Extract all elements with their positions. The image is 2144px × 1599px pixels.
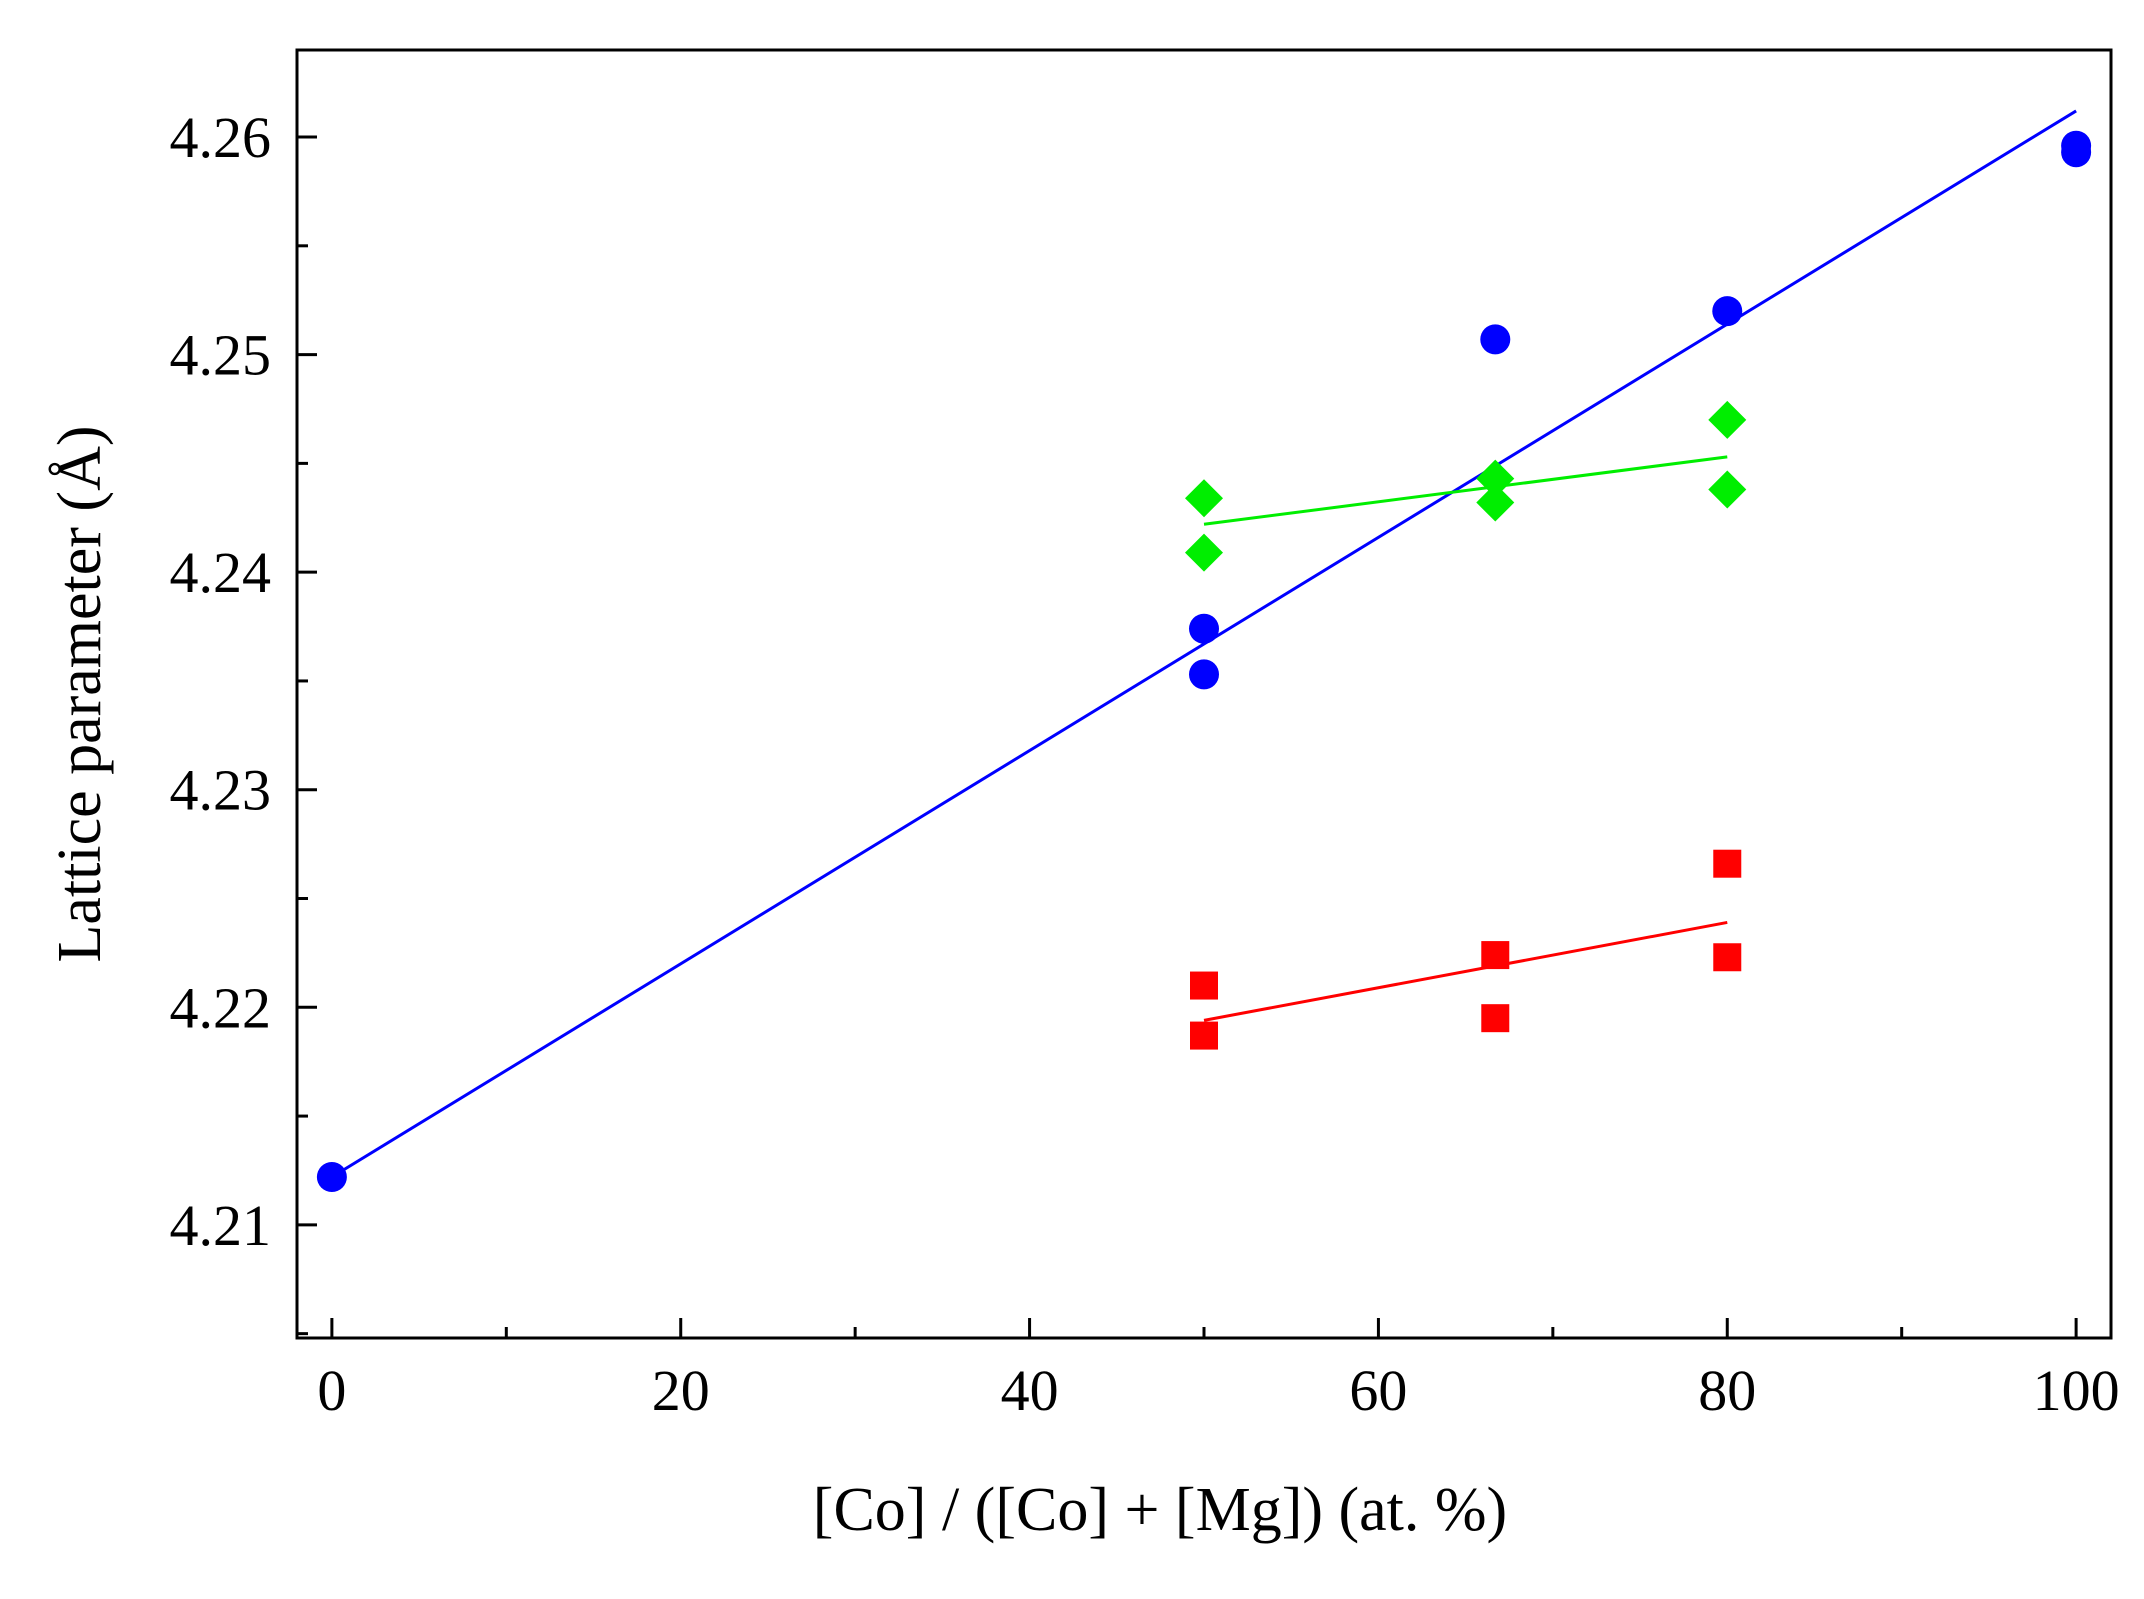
x-tick-label: 100	[2033, 1358, 2120, 1423]
red-squares-fit-line	[1203, 920, 1728, 1022]
y-tick-label: 4.25	[170, 323, 272, 388]
red-squares-point	[1190, 971, 1218, 1000]
green-diamonds-point	[1708, 400, 1747, 439]
y-axis-title: Lattice parameter (Å)	[46, 426, 114, 963]
green-diamonds-point	[1185, 533, 1223, 572]
blue-circles-point	[2061, 130, 2092, 161]
green-diamonds-point	[1708, 470, 1747, 509]
x-tick-label: 80	[1698, 1358, 1756, 1423]
y-tick-label: 4.21	[170, 1193, 272, 1258]
fit-lines	[331, 109, 2077, 1179]
y-tick-label: 4.24	[170, 540, 272, 605]
red-squares-point	[1481, 941, 1510, 970]
x-tick-label: 40	[1001, 1358, 1059, 1423]
red-squares-point	[1190, 1021, 1218, 1050]
blue-circles-point	[316, 1162, 347, 1192]
axis-ticks	[297, 135, 2078, 1338]
green-diamonds-fit-line	[1203, 455, 1728, 526]
blue-circles-point	[1480, 324, 1511, 355]
blue-circles-point	[1189, 659, 1219, 690]
red-squares-point	[1713, 849, 1742, 878]
red-squares-point	[1481, 1004, 1510, 1033]
x-tick-label: 0	[317, 1358, 346, 1423]
tick-labels: 0 20 40 60 80 100 4.21 4.22 4.23 4.24 4.25 4.26	[170, 105, 2120, 1423]
blue-circles-point	[1189, 613, 1219, 644]
x-axis-title: [Co] / ([Co] + [Mg]) (at. %)	[813, 1476, 1507, 1544]
x-tick-label: 20	[652, 1358, 710, 1423]
y-tick-label: 4.23	[170, 758, 272, 823]
y-tick-label: 4.26	[170, 105, 272, 170]
green-diamonds-point	[1476, 483, 1515, 522]
green-diamonds-point	[1476, 459, 1515, 498]
blue-circles-fit-line	[331, 109, 2077, 1179]
data-points	[316, 130, 2092, 1192]
plot-area-frame	[295, 48, 2113, 1340]
x-tick-label: 60	[1349, 1358, 1407, 1423]
red-squares-point	[1713, 943, 1742, 972]
blue-circles-point	[1712, 296, 1743, 327]
green-diamonds-point	[1185, 479, 1223, 518]
y-tick-label: 4.22	[170, 975, 272, 1040]
